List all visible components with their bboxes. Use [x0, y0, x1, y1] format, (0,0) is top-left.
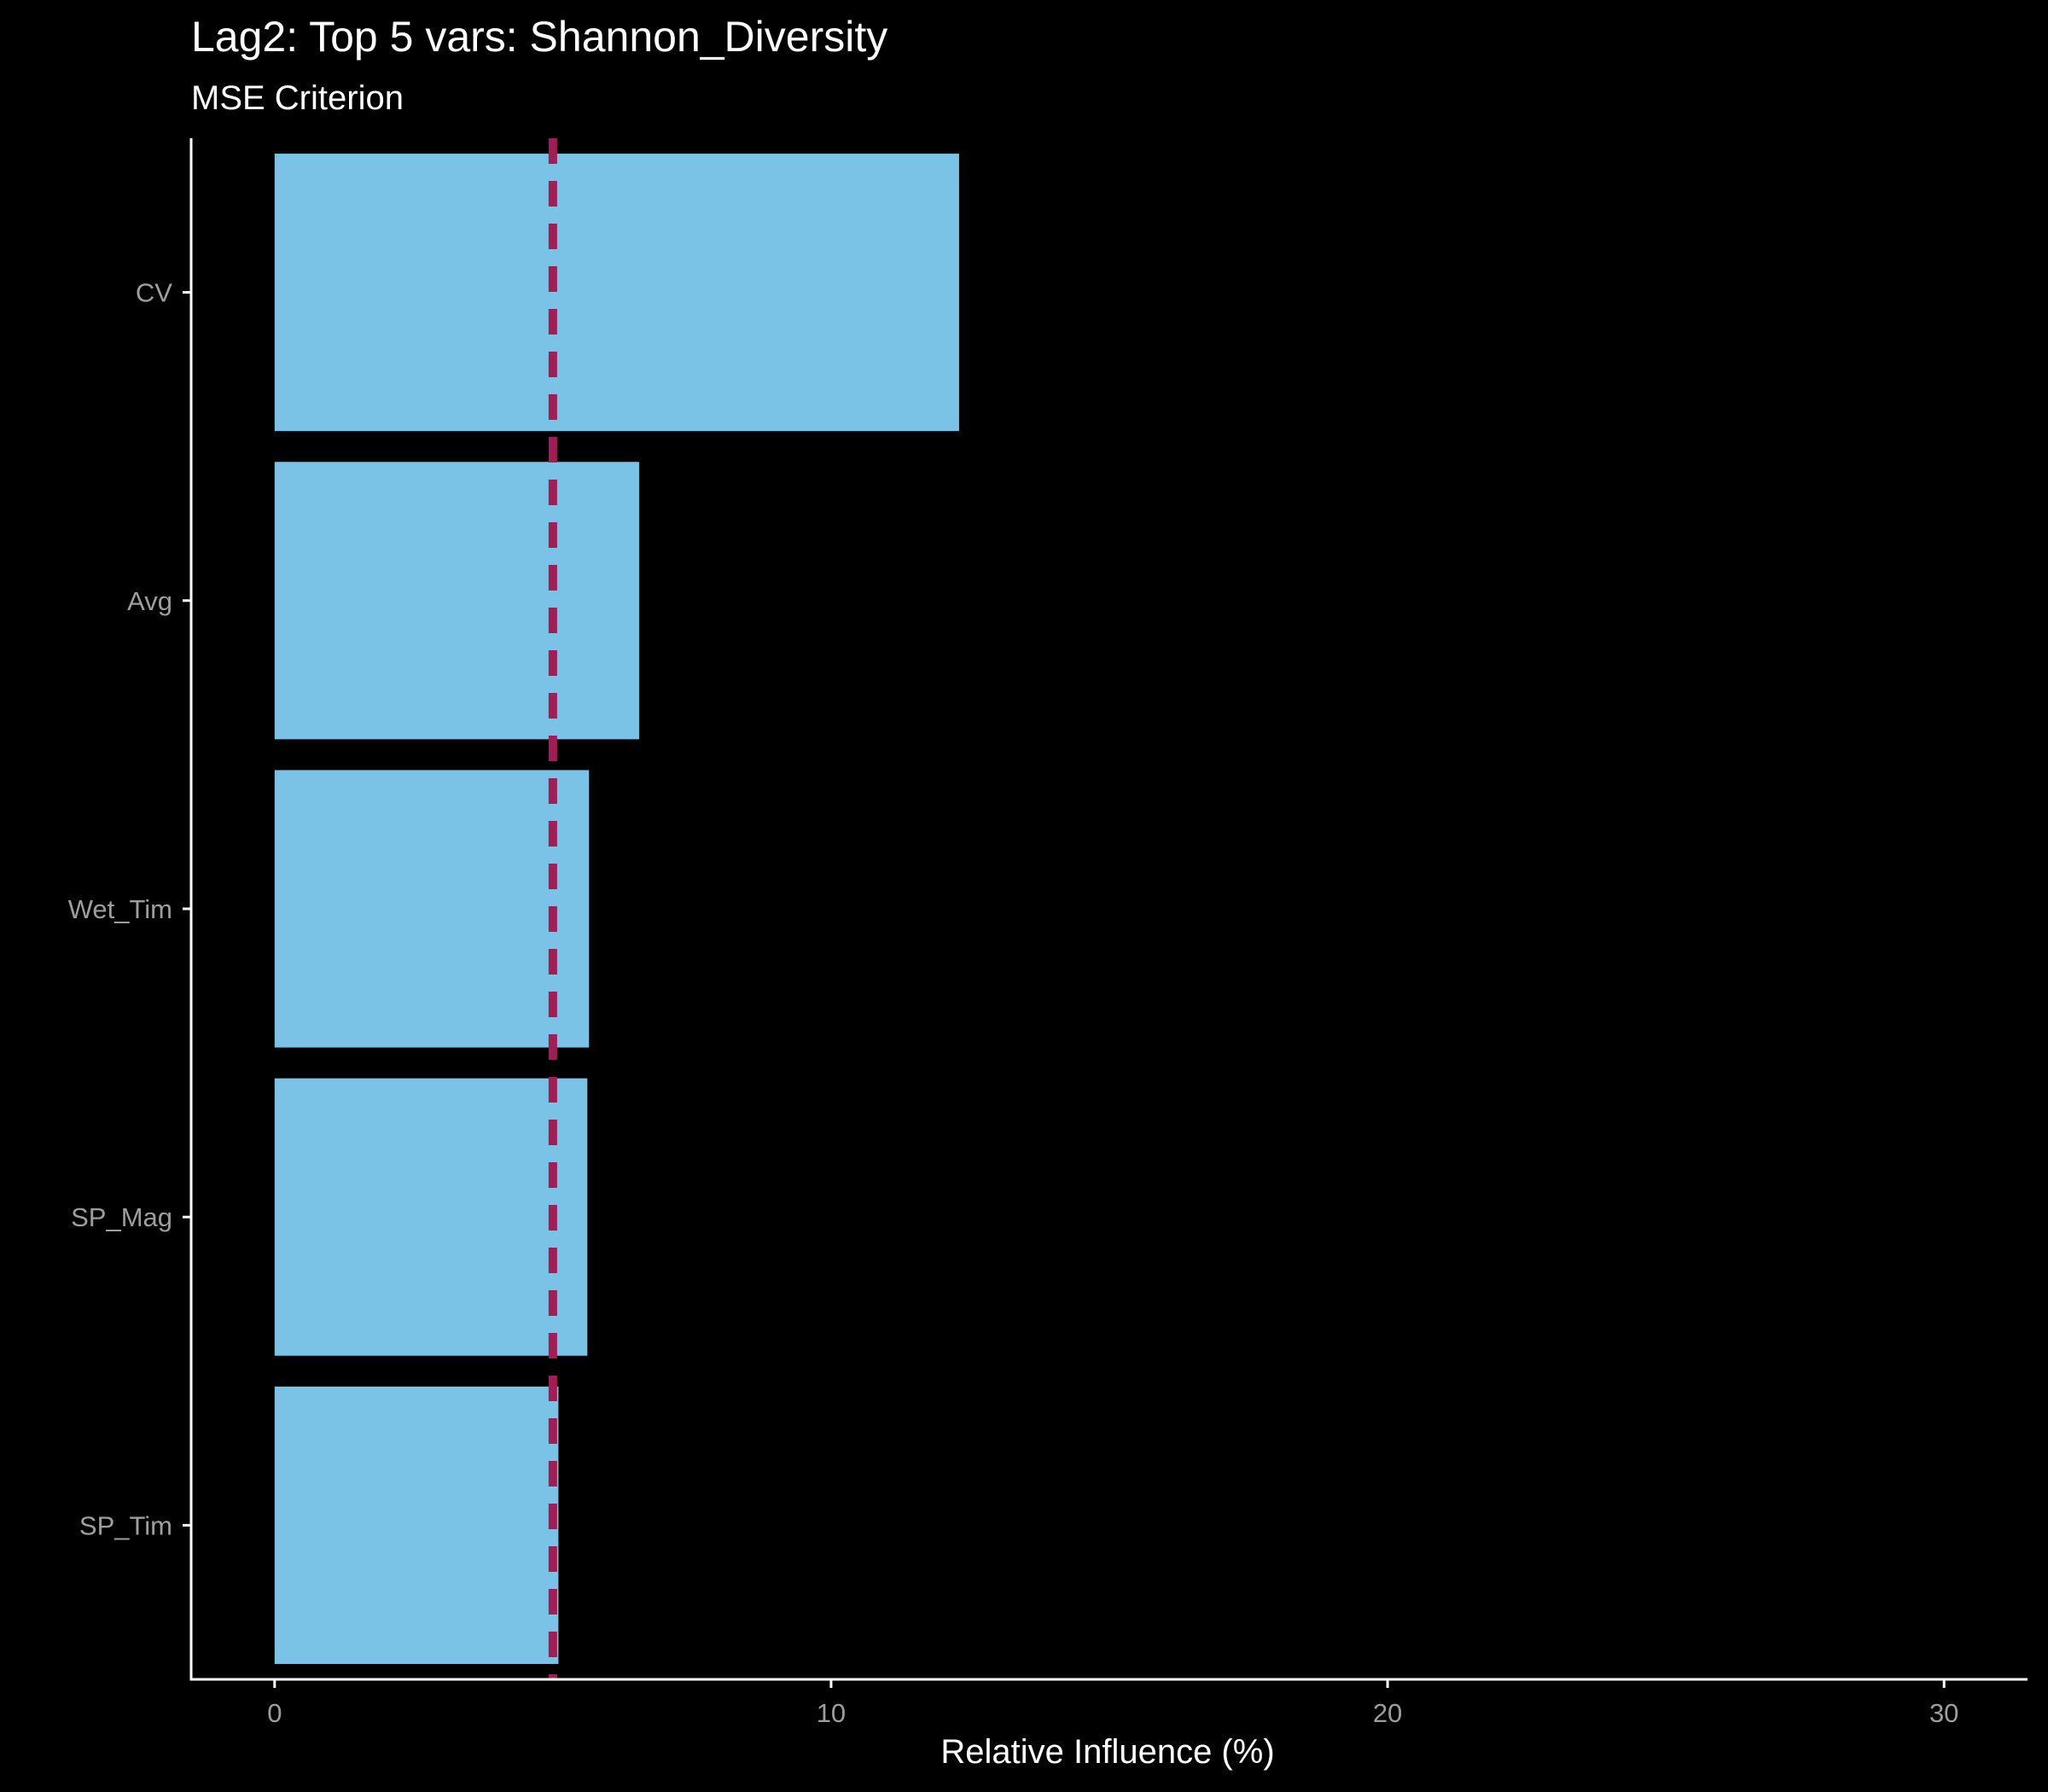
x-axis-title: Relative Influence (%)	[940, 1733, 1274, 1771]
x-tick-label: 30	[1929, 1698, 1958, 1728]
y-tick-label: Avg	[127, 586, 172, 616]
y-tick-label: Wet_Tim	[68, 894, 172, 924]
bar-wet-tim	[274, 770, 590, 1048]
x-tick-label: 20	[1373, 1698, 1402, 1728]
chart-title: Lag2: Top 5 vars: Shannon_Diversity	[191, 13, 887, 61]
bars-group	[274, 154, 959, 1664]
x-tick-label: 10	[817, 1698, 846, 1728]
y-tick-label: CV	[136, 278, 172, 308]
bar-sp-mag	[274, 1078, 588, 1356]
chart-subtitle: MSE Criterion	[191, 79, 404, 117]
y-tick-label: SP_Mag	[71, 1202, 172, 1232]
bar-cv	[274, 154, 959, 432]
y-tick-label: SP_Tim	[79, 1510, 172, 1540]
x-ticks-group: 0 10 20 30	[267, 1679, 1958, 1728]
y-ticks-group: CV Avg Wet_Tim SP_Mag SP_Tim	[68, 278, 191, 1540]
bar-avg	[274, 462, 639, 740]
x-tick-label: 0	[267, 1698, 282, 1728]
bar-sp-tim	[274, 1386, 559, 1664]
